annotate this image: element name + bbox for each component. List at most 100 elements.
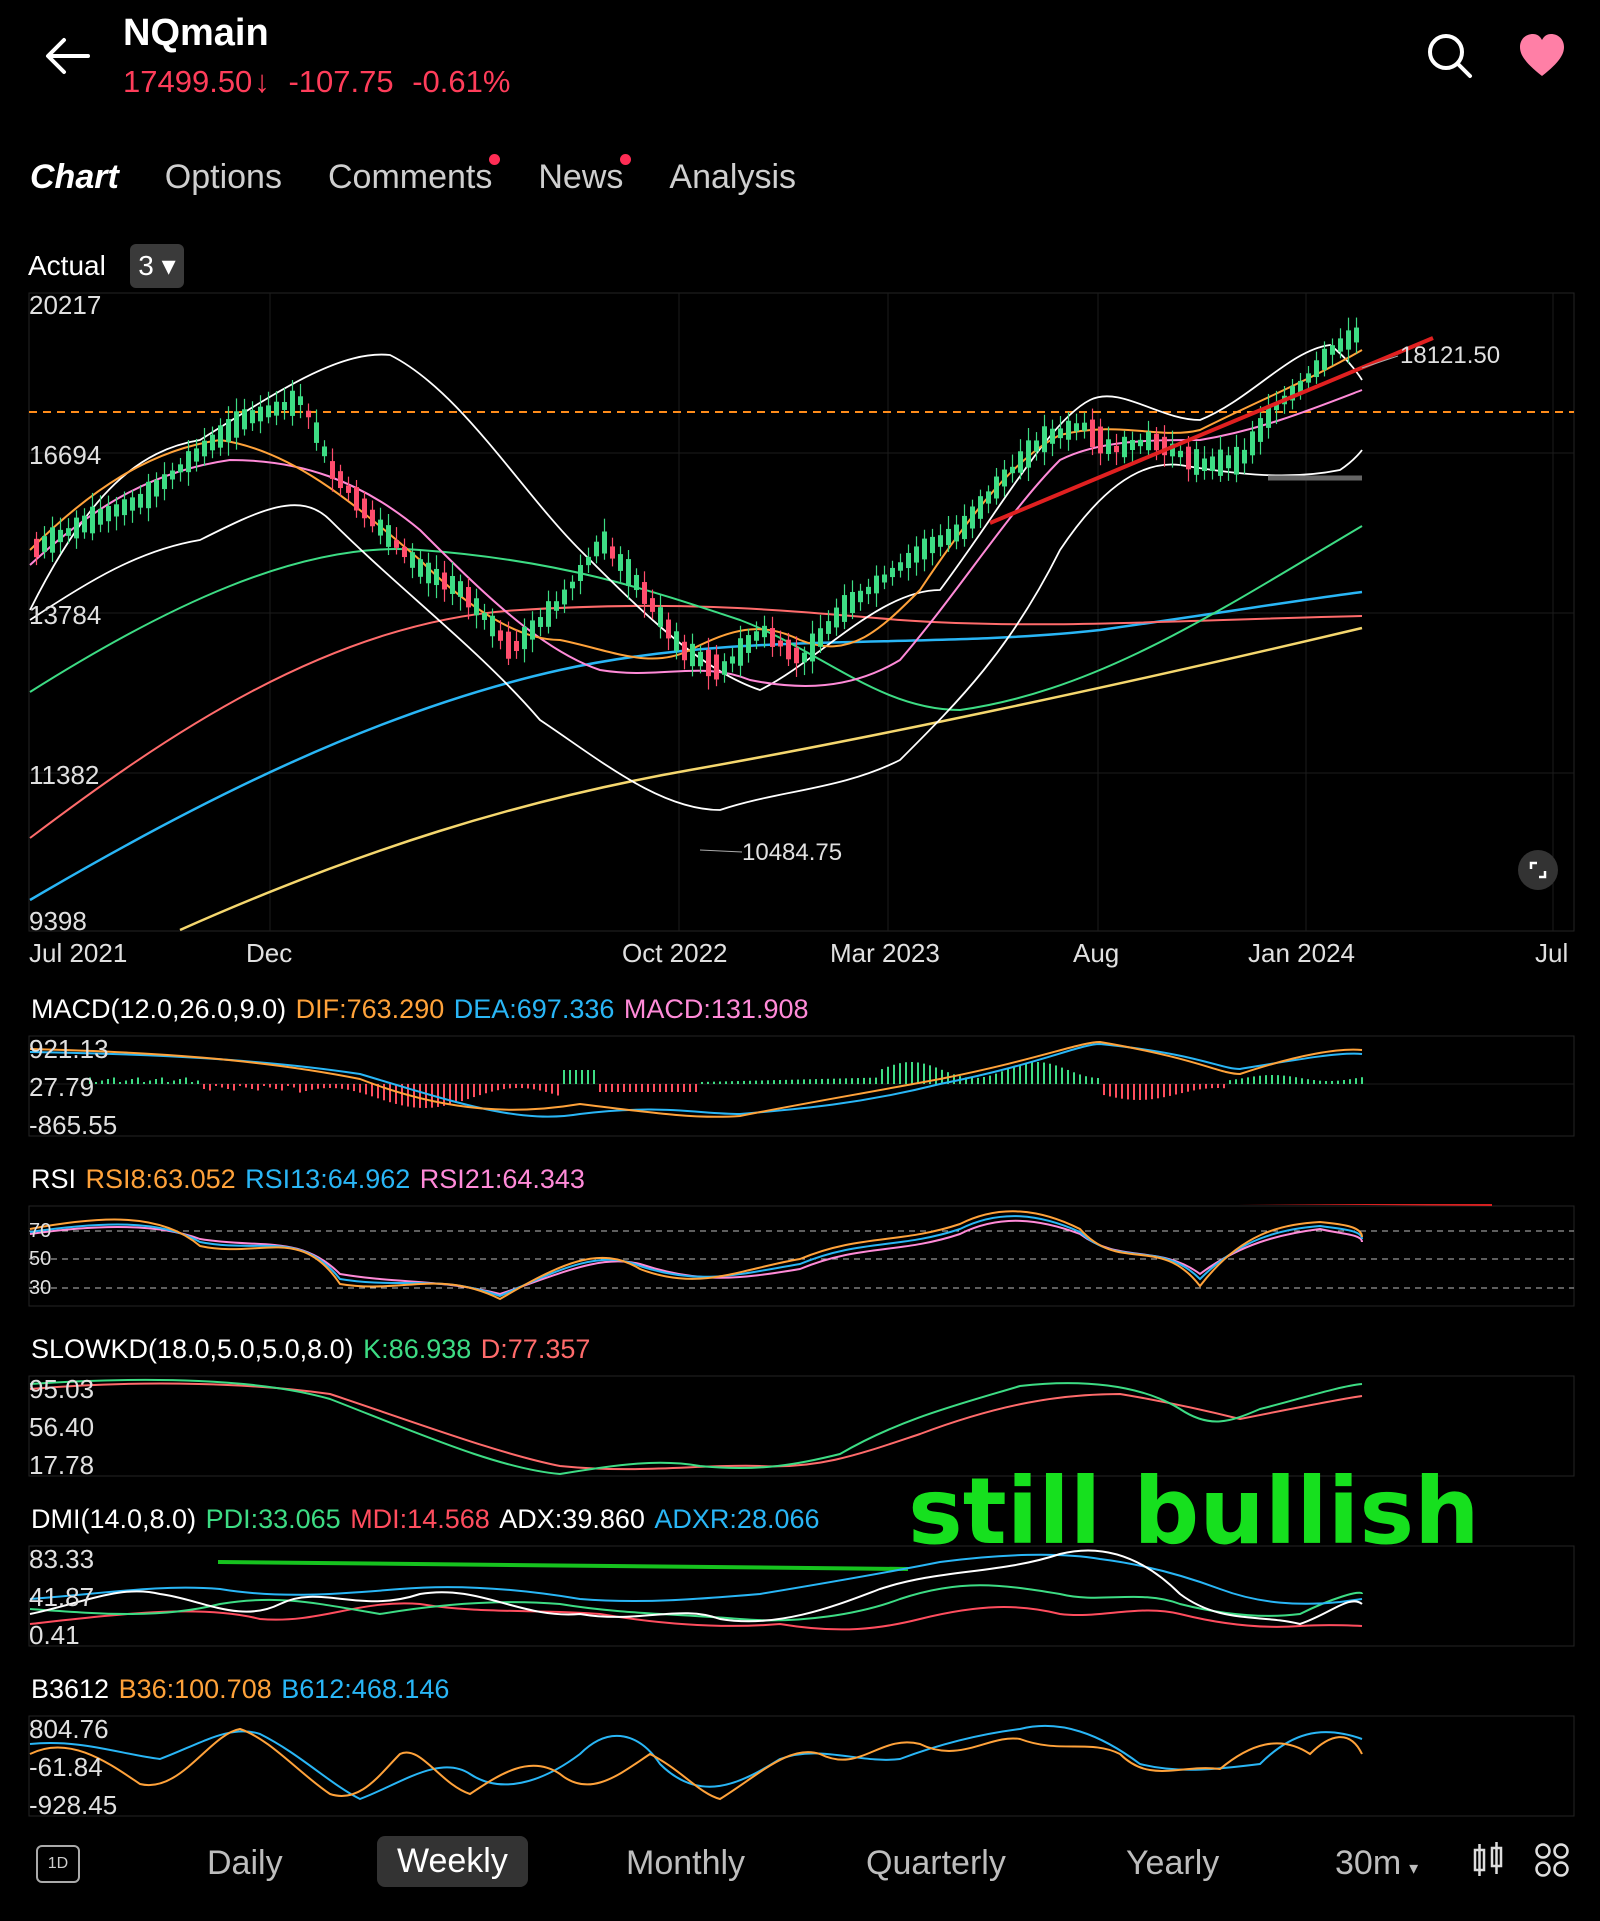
candle-body: [1290, 386, 1295, 401]
candle-body: [626, 559, 631, 586]
y-tick: 921.13: [29, 1034, 109, 1064]
candle-body: [466, 587, 471, 608]
candle-body: [362, 498, 367, 519]
candle-body: [114, 504, 119, 517]
candle-body: [746, 635, 751, 653]
candle-body: [538, 617, 543, 627]
tab-news[interactable]: News: [538, 154, 632, 208]
candle-body: [402, 546, 407, 558]
candle-body: [898, 562, 903, 571]
candle-body: [962, 515, 967, 540]
down-arrow-icon: ↓: [254, 64, 270, 99]
candle-body: [1330, 345, 1335, 355]
favorite-button[interactable]: [1514, 28, 1570, 84]
candle-body: [1138, 439, 1143, 447]
candle-body: [1130, 439, 1135, 451]
candle-body: [226, 419, 231, 442]
1d-icon[interactable]: 1D: [36, 1845, 80, 1883]
ma-red-line: [29, 604, 1363, 839]
candle-body: [1026, 440, 1031, 468]
price-change: -107.75: [288, 64, 394, 99]
y-tick: 41.87: [29, 1582, 95, 1612]
candle-body: [290, 390, 295, 416]
candle-body: [1338, 338, 1343, 352]
tab-chart[interactable]: Chart: [30, 158, 119, 210]
candle-body: [1018, 451, 1023, 473]
candle-body: [210, 434, 215, 451]
candle-body: [986, 491, 991, 504]
high-leader: [1361, 355, 1399, 369]
candle-body: [426, 562, 431, 584]
candle-body: [570, 581, 575, 589]
ma-green-line: [29, 525, 1363, 712]
tab-analysis[interactable]: Analysis: [669, 158, 796, 196]
candle-body: [786, 639, 791, 660]
b3612-panel[interactable]: [0, 1714, 1600, 1819]
search-button[interactable]: [1422, 28, 1478, 84]
dmi-panel[interactable]: [0, 1544, 1600, 1649]
candle-body: [946, 528, 951, 546]
candle-body: [306, 410, 311, 418]
candle-body: [1122, 436, 1127, 458]
y-tick: -928.45: [29, 1790, 118, 1820]
adx-line: [29, 1549, 1363, 1626]
candle-body: [242, 409, 247, 430]
candle-body: [1090, 419, 1095, 448]
candle-body: [58, 529, 63, 543]
period-weekly[interactable]: Weekly: [377, 1836, 528, 1887]
candle-body: [266, 405, 271, 418]
candle-body: [818, 628, 823, 647]
heart-icon: [1520, 34, 1564, 76]
slowkd-panel[interactable]: [0, 1374, 1600, 1479]
main-price-chart[interactable]: 18121.50 10484.75: [0, 290, 1600, 990]
candlestick-button[interactable]: [1470, 1840, 1506, 1885]
back-button[interactable]: [40, 28, 100, 88]
b36-line: [29, 1727, 1363, 1801]
candle-body: [842, 595, 847, 622]
rsi-panel[interactable]: [0, 1204, 1600, 1309]
candle-body: [482, 612, 487, 620]
candle-body: [970, 506, 975, 529]
fullscreen-button[interactable]: [1518, 850, 1558, 890]
adjust-dropdown[interactable]: 3 ▾: [130, 244, 184, 288]
candle-body: [914, 546, 919, 563]
candle-body: [130, 497, 135, 511]
candle-body: [1066, 420, 1071, 440]
x-tick: Jul 2021: [29, 938, 128, 968]
period-yearly[interactable]: Yearly: [1126, 1844, 1220, 1882]
candle-body: [1002, 469, 1007, 487]
candle-body: [442, 572, 447, 590]
candle-body: [1170, 443, 1175, 457]
candle-body: [1274, 403, 1279, 411]
grid-button[interactable]: [1534, 1842, 1570, 1883]
interval-dropdown[interactable]: 30m ▾: [1335, 1844, 1419, 1882]
y-tick: 50: [29, 1248, 52, 1270]
candle-body: [394, 540, 399, 548]
candle-body: [250, 410, 255, 424]
price-quote: 17499.50↓ -107.75 -0.61%: [123, 64, 520, 100]
candle-body: [546, 601, 551, 627]
candle-body: [34, 538, 39, 558]
b3612-title: B3612 B36:100.708 B612:468.146: [31, 1674, 450, 1704]
candle-body: [1154, 433, 1159, 451]
y-tick: 20217: [29, 290, 102, 320]
y-tick: 9398: [29, 906, 87, 936]
candle-body: [866, 586, 871, 595]
low-leader: [699, 849, 743, 853]
candle-body: [1106, 439, 1111, 455]
candle-body: [1354, 327, 1359, 343]
candle-body: [698, 651, 703, 667]
candle-body: [810, 633, 815, 662]
tab-comments[interactable]: Comments: [328, 154, 501, 208]
b612-line: [29, 1725, 1363, 1801]
ma-yellow-line: [179, 626, 1363, 932]
period-quarterly[interactable]: Quarterly: [866, 1844, 1006, 1882]
y-tick: -865.55: [29, 1110, 118, 1140]
period-monthly[interactable]: Monthly: [626, 1844, 746, 1882]
candle-body: [722, 661, 727, 675]
y-tick: 17.78: [29, 1450, 95, 1480]
macd-panel[interactable]: [0, 1034, 1600, 1139]
period-daily[interactable]: Daily: [207, 1844, 283, 1882]
candle-body: [178, 464, 183, 473]
tab-options[interactable]: Options: [164, 158, 282, 196]
